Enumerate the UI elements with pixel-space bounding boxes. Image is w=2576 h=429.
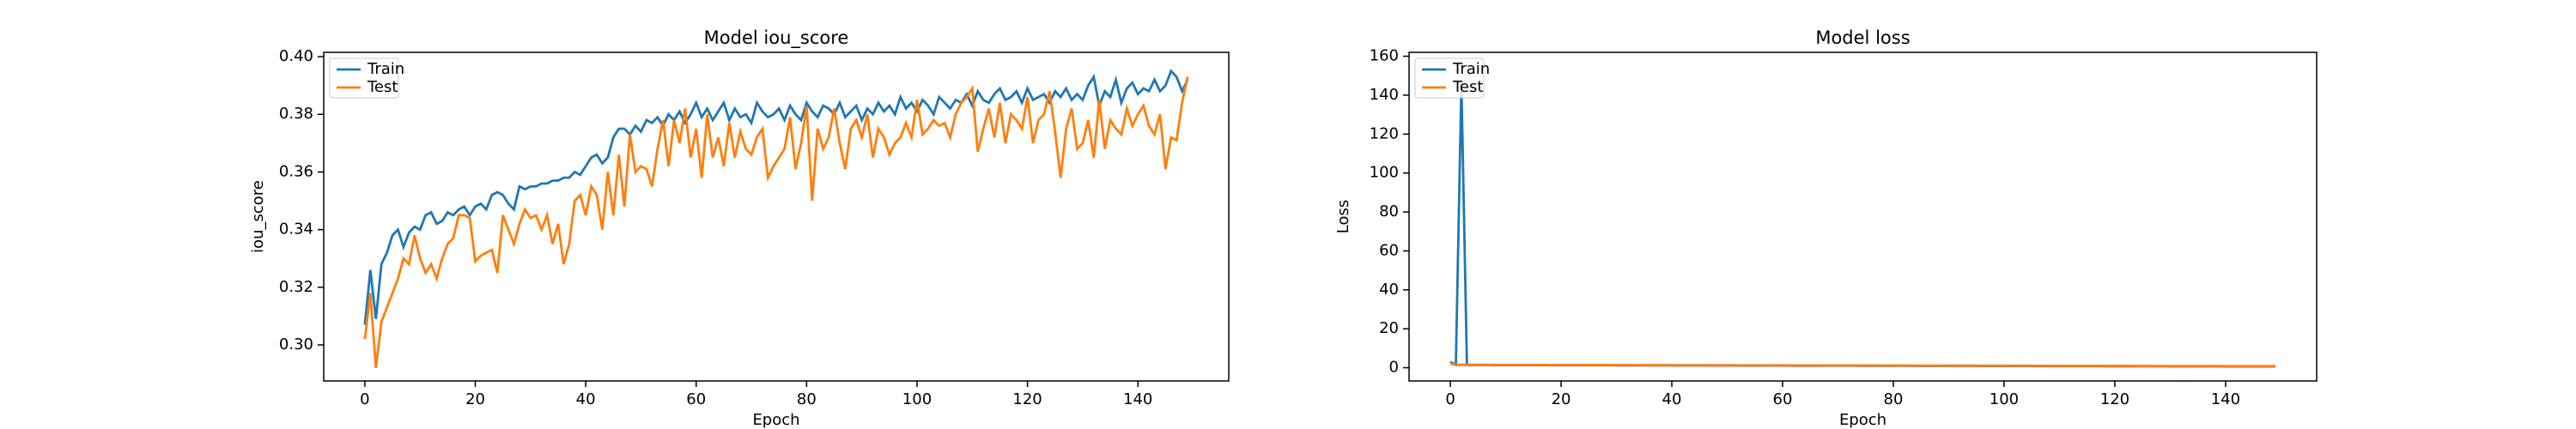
- data-line: [363, 69, 1189, 325]
- y-tick-label: 0.30: [279, 335, 313, 353]
- y-tick-label: 20: [1379, 319, 1399, 337]
- x-tick-label: 0: [1445, 390, 1455, 408]
- y-tick-label: 0.40: [279, 47, 313, 65]
- chart-title: Model loss: [1815, 27, 1910, 48]
- data-line: [1449, 83, 2275, 368]
- y-tick-label: 0: [1389, 359, 1399, 377]
- y-axis-label: iou_score: [249, 180, 267, 253]
- legend-label: Train: [1452, 60, 1490, 78]
- x-axis-label: Epoch: [1839, 411, 1886, 429]
- x-tick-label: 100: [902, 390, 932, 408]
- x-tick-label: 80: [797, 390, 817, 408]
- plot-frame: [1408, 51, 2318, 382]
- x-axis-label: Epoch: [752, 411, 799, 429]
- subplot: Model loss 0 20 40 60 80 100 120 140 0 20 40 60 80 100…: [1334, 27, 2318, 429]
- plot-frame: [323, 51, 1230, 382]
- data-line: [1449, 362, 2275, 368]
- y-tick-label: 80: [1379, 202, 1399, 221]
- legend-label: Test: [367, 78, 398, 96]
- legend-label: Train: [367, 60, 404, 78]
- x-tick-label: 120: [2100, 390, 2129, 408]
- y-tick-label: 140: [1370, 86, 1399, 104]
- x-tick-label: 80: [1884, 390, 1904, 408]
- y-tick-label: 0.34: [279, 221, 313, 239]
- y-tick-label: 0.32: [279, 278, 313, 296]
- x-tick-label: 60: [1773, 390, 1793, 408]
- subplot: Model iou_score 0 20 40 60 80 100 120 140 0.30 0.3…: [249, 27, 1230, 429]
- x-tick-label: 20: [465, 390, 485, 408]
- x-tick-label: 40: [576, 390, 596, 408]
- y-tick-label: 60: [1379, 241, 1399, 259]
- y-tick-label: 0.36: [279, 162, 313, 180]
- chart-title: Model iou_score: [704, 27, 849, 49]
- x-tick-label: 20: [1552, 390, 1571, 408]
- y-tick-label: 100: [1370, 164, 1399, 182]
- x-tick-label: 60: [686, 390, 706, 408]
- x-tick-label: 140: [2211, 390, 2240, 408]
- data-line: [363, 76, 1189, 369]
- y-tick-label: 0.38: [279, 105, 313, 123]
- x-tick-label: 140: [1123, 390, 1152, 408]
- x-tick-label: 100: [1990, 390, 2019, 408]
- y-tick-label: 120: [1370, 124, 1399, 142]
- y-axis-label: Loss: [1334, 200, 1352, 233]
- x-tick-label: 120: [1012, 390, 1042, 408]
- x-tick-label: 0: [360, 390, 369, 408]
- y-tick-label: 160: [1370, 47, 1399, 65]
- y-tick-label: 40: [1379, 281, 1399, 299]
- legend-label: Test: [1452, 78, 1483, 96]
- x-tick-label: 40: [1662, 390, 1682, 408]
